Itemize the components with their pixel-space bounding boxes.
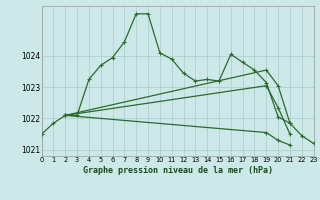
X-axis label: Graphe pression niveau de la mer (hPa): Graphe pression niveau de la mer (hPa) — [83, 166, 273, 175]
